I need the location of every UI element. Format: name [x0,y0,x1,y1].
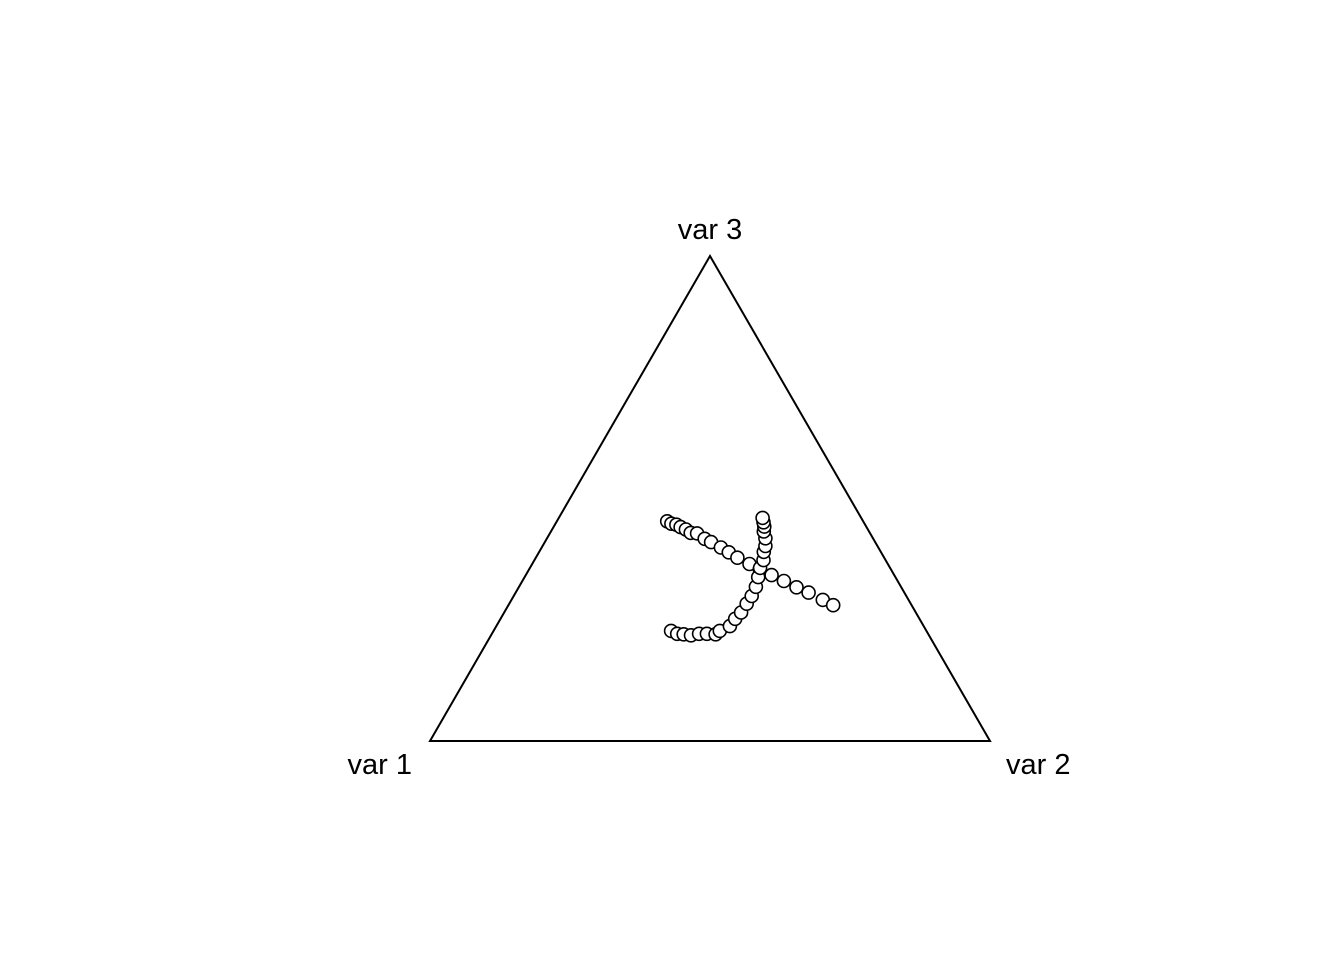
vertex-label-var1: var 1 [348,749,412,781]
data-point [789,579,804,595]
data-point [801,585,816,600]
data-point [825,597,841,613]
data-point [755,510,770,526]
points-layer [659,510,841,643]
data-point [776,573,792,589]
vertex-label-var2: var 2 [1006,749,1070,781]
ternary-triangle [428,253,992,742]
data-point [764,567,779,583]
data-point [730,550,745,566]
vertex-label-var3: var 3 [678,214,742,246]
